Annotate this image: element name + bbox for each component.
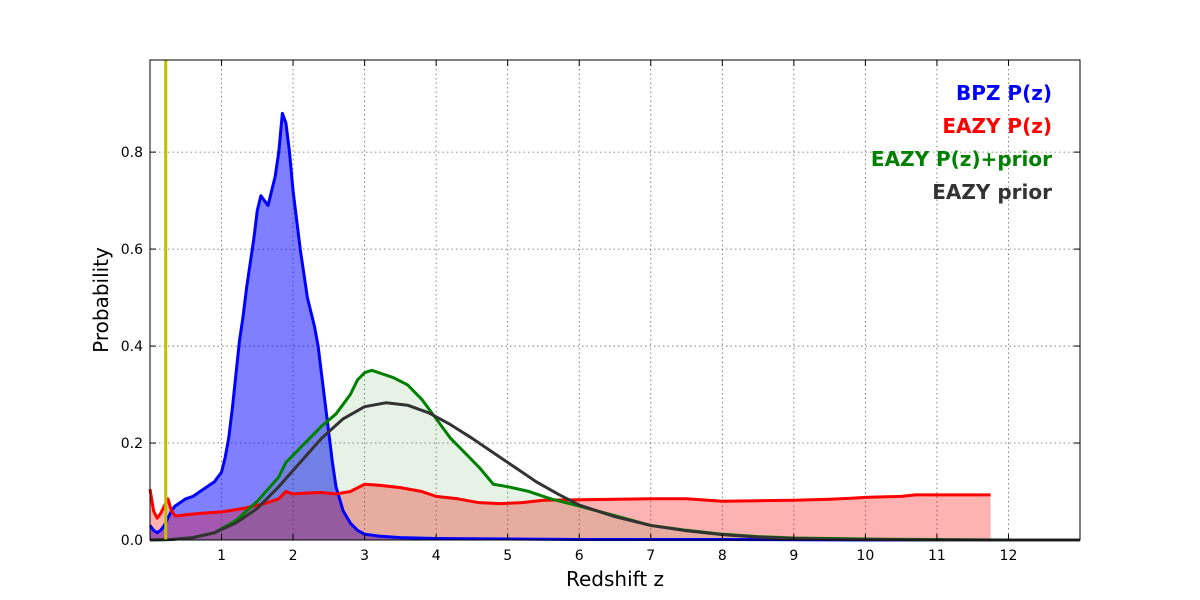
y-tick-label-3: 0.6 — [121, 242, 143, 258]
legend-entry-0: BPZ P(z) — [956, 81, 1052, 105]
y-tick-label-4: 0.8 — [121, 145, 143, 161]
x-tick-label-5: 6 — [575, 548, 584, 564]
x-tick-label-6: 7 — [646, 548, 655, 564]
series-line-0 — [148, 111, 1080, 542]
x-axis-label: Redshift z — [566, 567, 664, 591]
series-line-3 — [149, 401, 1080, 542]
grid — [150, 60, 1080, 540]
x-tick-label-9: 10 — [856, 548, 874, 564]
legend-entry-2: EAZY P(z)+prior — [871, 147, 1052, 171]
x-tick-label-11: 12 — [1000, 548, 1018, 564]
x-tick-label-2: 3 — [360, 548, 369, 564]
x-tick-label-3: 4 — [432, 548, 441, 564]
x-tick-label-0: 1 — [217, 548, 226, 564]
series-group — [148, 111, 1080, 542]
series-area-1 — [150, 484, 991, 540]
y-tick-label-1: 0.2 — [121, 436, 143, 452]
x-tick-label-7: 8 — [718, 548, 727, 564]
x-tick-label-8: 9 — [789, 548, 798, 564]
series-line-1 — [148, 482, 991, 520]
y-tick-label-2: 0.4 — [121, 339, 143, 355]
y-tick-label-0: 0.0 — [121, 533, 143, 549]
series-area-2 — [150, 370, 1080, 540]
x-tick-label-1: 2 — [289, 548, 298, 564]
ticks: 1 2 3 4 5 6 7 8 9 10 11 120.00.20.40.60.8 — [121, 60, 1080, 564]
x-tick-label-10: 11 — [928, 548, 946, 564]
x-tick-label-4: 5 — [503, 548, 512, 564]
legend-entry-1: EAZY P(z) — [942, 114, 1052, 138]
legend-entry-3: EAZY prior — [932, 180, 1052, 204]
plot-frame — [149, 59, 1081, 541]
series-area-0 — [150, 113, 1080, 540]
y-axis-label: Probability — [89, 247, 113, 353]
legend: BPZ P(z) EAZY P(z) EAZY P(z)+prior EAZY pri… — [871, 81, 1052, 204]
